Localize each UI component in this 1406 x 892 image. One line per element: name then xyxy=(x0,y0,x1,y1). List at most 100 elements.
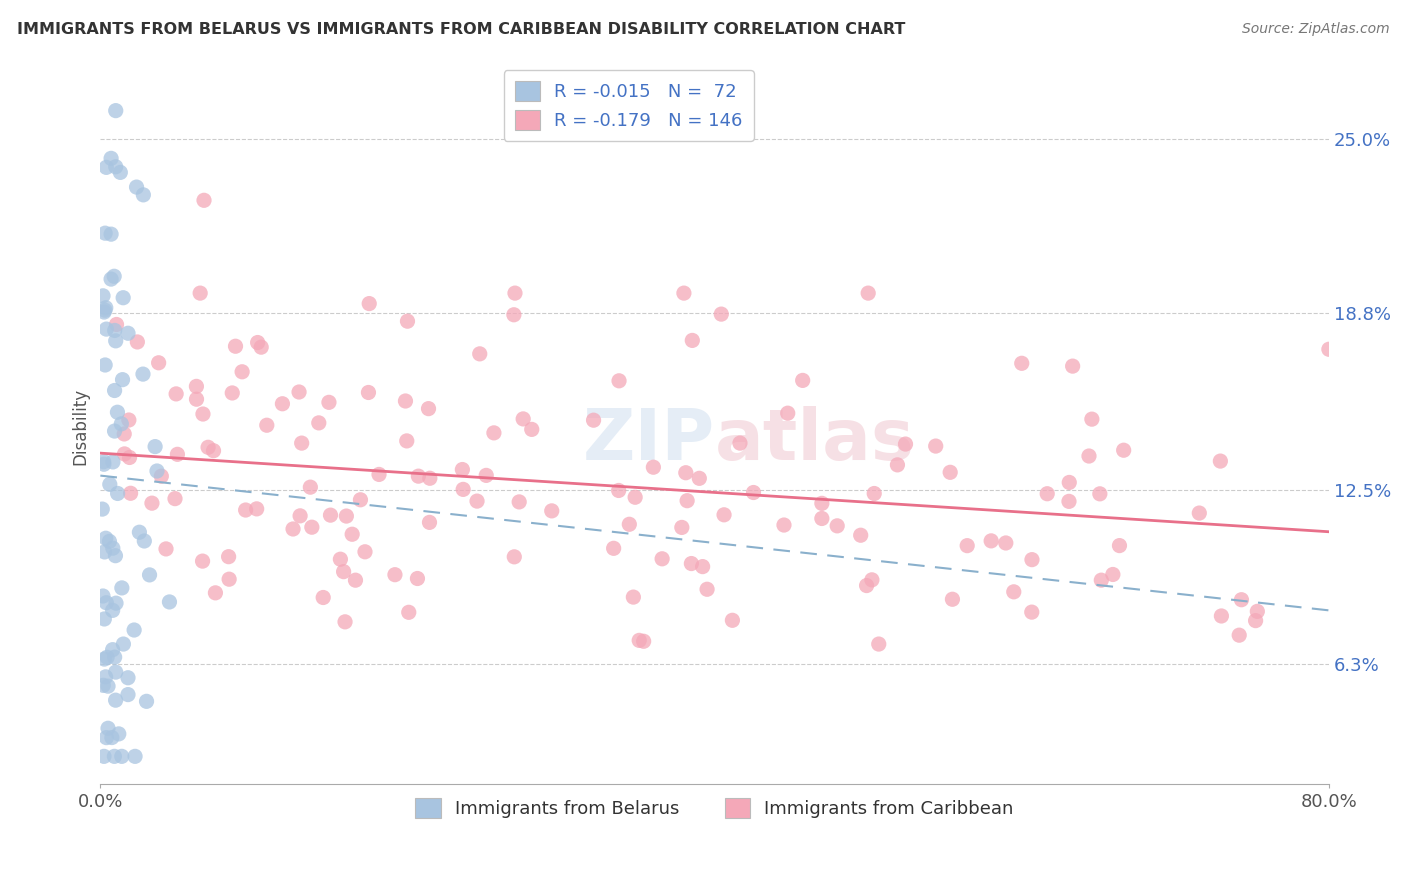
Point xyxy=(291,436,314,450)
Point xyxy=(148,356,170,370)
Point xyxy=(1244,614,1267,628)
Point xyxy=(925,439,948,453)
Point xyxy=(1011,356,1033,370)
Point xyxy=(418,401,440,416)
Text: Source: ZipAtlas.com: Source: ZipAtlas.com xyxy=(1241,22,1389,37)
Point xyxy=(395,434,418,448)
Point xyxy=(776,406,799,420)
Point xyxy=(127,334,149,349)
Point xyxy=(94,303,117,318)
Point xyxy=(96,650,118,665)
Point xyxy=(288,384,311,399)
Point xyxy=(132,187,155,202)
Point xyxy=(288,508,311,523)
Point xyxy=(111,373,134,387)
Point xyxy=(418,516,440,530)
Point xyxy=(344,573,367,587)
Text: ZIP: ZIP xyxy=(582,406,714,475)
Point xyxy=(155,541,177,556)
Point xyxy=(104,693,127,707)
Point xyxy=(104,549,127,563)
Point xyxy=(1112,443,1135,458)
Point xyxy=(250,340,273,354)
Point xyxy=(482,425,505,440)
Point xyxy=(624,490,647,504)
Point xyxy=(159,595,181,609)
Point xyxy=(188,286,211,301)
Point xyxy=(118,450,141,465)
Point xyxy=(512,412,534,426)
Point xyxy=(468,347,491,361)
Point xyxy=(312,591,335,605)
Point xyxy=(101,541,124,556)
Point xyxy=(1102,567,1125,582)
Point xyxy=(93,749,115,764)
Point xyxy=(621,590,644,604)
Point xyxy=(91,678,114,692)
Point xyxy=(103,749,125,764)
Point xyxy=(333,615,356,629)
Point xyxy=(101,642,124,657)
Point xyxy=(980,533,1002,548)
Point xyxy=(1081,412,1104,426)
Point xyxy=(218,572,240,586)
Point xyxy=(112,291,135,305)
Point xyxy=(225,339,247,353)
Point xyxy=(103,269,125,284)
Point xyxy=(96,161,118,175)
Point xyxy=(956,539,979,553)
Point xyxy=(141,496,163,510)
Point xyxy=(299,480,322,494)
Point xyxy=(96,731,118,745)
Point xyxy=(886,458,908,472)
Point xyxy=(475,468,498,483)
Point xyxy=(894,437,917,451)
Point xyxy=(104,665,127,680)
Point xyxy=(165,387,187,401)
Point xyxy=(191,407,214,421)
Point xyxy=(231,365,253,379)
Point xyxy=(94,358,117,372)
Point xyxy=(502,308,524,322)
Point xyxy=(117,688,139,702)
Point xyxy=(713,508,735,522)
Point xyxy=(825,519,848,533)
Point xyxy=(1227,628,1250,642)
Point xyxy=(281,522,304,536)
Point xyxy=(671,520,693,534)
Point xyxy=(728,436,751,450)
Point xyxy=(607,483,630,498)
Point xyxy=(101,455,124,469)
Point xyxy=(1188,506,1211,520)
Point xyxy=(681,557,703,571)
Point xyxy=(340,527,363,541)
Point xyxy=(308,416,330,430)
Point xyxy=(941,592,963,607)
Point xyxy=(628,633,651,648)
Point xyxy=(135,694,157,708)
Point xyxy=(692,559,714,574)
Point xyxy=(394,394,416,409)
Point xyxy=(396,314,419,328)
Point xyxy=(93,457,115,471)
Text: atlas: atlas xyxy=(714,406,914,475)
Point xyxy=(651,551,673,566)
Point xyxy=(863,486,886,500)
Point xyxy=(100,227,122,242)
Point xyxy=(849,528,872,542)
Point xyxy=(465,494,488,508)
Point xyxy=(218,549,240,564)
Point xyxy=(246,501,269,516)
Point xyxy=(246,335,269,350)
Point xyxy=(329,552,352,566)
Point xyxy=(104,334,127,348)
Point xyxy=(318,395,340,409)
Point xyxy=(107,727,129,741)
Point xyxy=(1108,539,1130,553)
Point xyxy=(1002,584,1025,599)
Point xyxy=(349,492,371,507)
Point xyxy=(146,464,169,478)
Point xyxy=(101,731,124,745)
Point xyxy=(1062,359,1084,373)
Point xyxy=(602,541,624,556)
